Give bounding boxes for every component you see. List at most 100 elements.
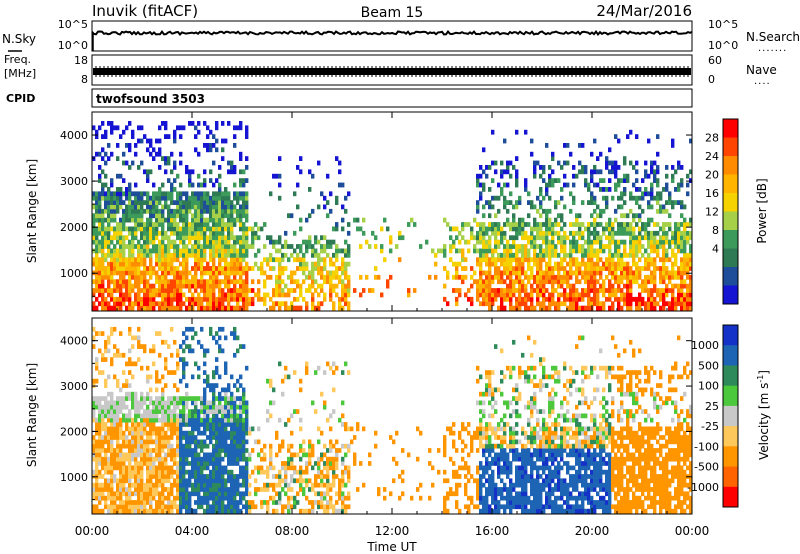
heat-cell	[179, 474, 183, 479]
heat-cell	[149, 217, 153, 223]
heat-cell	[146, 365, 150, 371]
heat-cell	[557, 279, 561, 285]
heat-cell	[206, 456, 210, 462]
heat-cell	[533, 288, 537, 293]
heat-cell	[101, 261, 105, 267]
heat-cell	[191, 200, 195, 205]
heat-cell	[173, 134, 177, 139]
heat-cell	[500, 226, 504, 232]
heat-cell	[107, 439, 111, 445]
heat-cell	[116, 125, 120, 131]
heat-cell	[191, 121, 195, 126]
heat-cell	[131, 288, 135, 293]
heat-cell	[509, 235, 513, 241]
heat-cell	[560, 213, 564, 219]
heat-cell	[611, 235, 615, 241]
heat-cell	[614, 173, 618, 179]
heat-cell	[578, 244, 582, 249]
heat-cell	[503, 279, 507, 285]
heat-cell	[137, 138, 141, 144]
heat-cell	[233, 305, 237, 311]
heat-cell	[671, 178, 675, 183]
heat-cell	[659, 266, 663, 271]
heat-cell	[116, 352, 120, 358]
heat-cell	[329, 208, 333, 214]
heat-cell	[143, 200, 147, 205]
heat-cell	[608, 222, 612, 227]
heat-cell	[575, 239, 579, 245]
heat-cell	[605, 222, 609, 227]
heat-cell	[236, 422, 240, 427]
heat-cell	[203, 204, 207, 210]
heat-cell	[215, 244, 219, 249]
heat-cell	[191, 400, 195, 406]
heat-cell	[215, 301, 219, 307]
heat-cell	[179, 279, 183, 285]
heat-cell	[485, 257, 489, 263]
heat-cell	[518, 274, 522, 280]
heat-cell	[545, 252, 549, 258]
heat-cell	[338, 160, 342, 166]
heat-cell	[254, 478, 258, 484]
heat-cell	[158, 331, 162, 336]
heat-cell	[599, 274, 603, 280]
heat-cell	[158, 213, 162, 219]
heat-cell	[149, 422, 153, 427]
heat-cell	[314, 239, 318, 245]
heat-cell	[107, 121, 111, 126]
heat-cell	[107, 261, 111, 267]
heat-cell	[119, 430, 123, 436]
heat-cell	[110, 478, 114, 484]
heat-cell	[242, 391, 246, 397]
heat-cell	[101, 474, 105, 479]
heat-cell	[167, 226, 171, 232]
heat-cell	[149, 452, 153, 458]
heat-cell	[590, 244, 594, 249]
heat-cell	[194, 439, 198, 445]
heat-cell	[224, 396, 228, 401]
heat-cell	[245, 426, 249, 432]
heat-cell	[515, 204, 519, 210]
heat-cell	[176, 230, 180, 236]
heat-cell	[143, 487, 147, 492]
heat-cell	[587, 200, 591, 205]
heat-cell	[485, 296, 489, 302]
heat-cell	[236, 396, 240, 401]
heat-cell	[623, 178, 627, 183]
heat-cell	[494, 222, 498, 227]
heat-cell	[512, 305, 516, 311]
heat-cell	[644, 191, 648, 197]
heat-cell	[143, 417, 147, 423]
heat-cell	[176, 292, 180, 298]
heat-cell	[92, 443, 96, 449]
heat-cell	[185, 191, 189, 197]
heat-cell	[590, 173, 594, 179]
heat-cell	[593, 301, 597, 307]
heat-cell	[179, 465, 183, 471]
heat-cell	[98, 413, 102, 419]
heat-cell	[110, 396, 114, 401]
heat-cell	[251, 301, 255, 307]
heat-cell	[227, 474, 231, 479]
heat-cell	[116, 187, 120, 192]
heat-cell	[590, 169, 594, 175]
heat-cell	[242, 244, 246, 249]
heat-cell	[149, 400, 153, 406]
heat-cell	[155, 370, 159, 375]
heat-cell	[338, 279, 342, 285]
heat-cell	[116, 305, 120, 311]
heat-cell	[578, 169, 582, 175]
heat-cell	[140, 482, 144, 488]
heat-cell	[206, 482, 210, 488]
heat-cell	[173, 266, 177, 271]
heat-cell	[113, 283, 117, 289]
heat-cell	[236, 266, 240, 271]
heat-cell	[650, 292, 654, 298]
heat-cell	[341, 305, 345, 311]
heat-cell	[248, 482, 252, 488]
heat-cell	[233, 279, 237, 285]
heat-cell	[347, 305, 351, 311]
heat-cell	[221, 430, 225, 436]
heat-cell	[686, 235, 690, 241]
heat-cell	[569, 283, 573, 289]
